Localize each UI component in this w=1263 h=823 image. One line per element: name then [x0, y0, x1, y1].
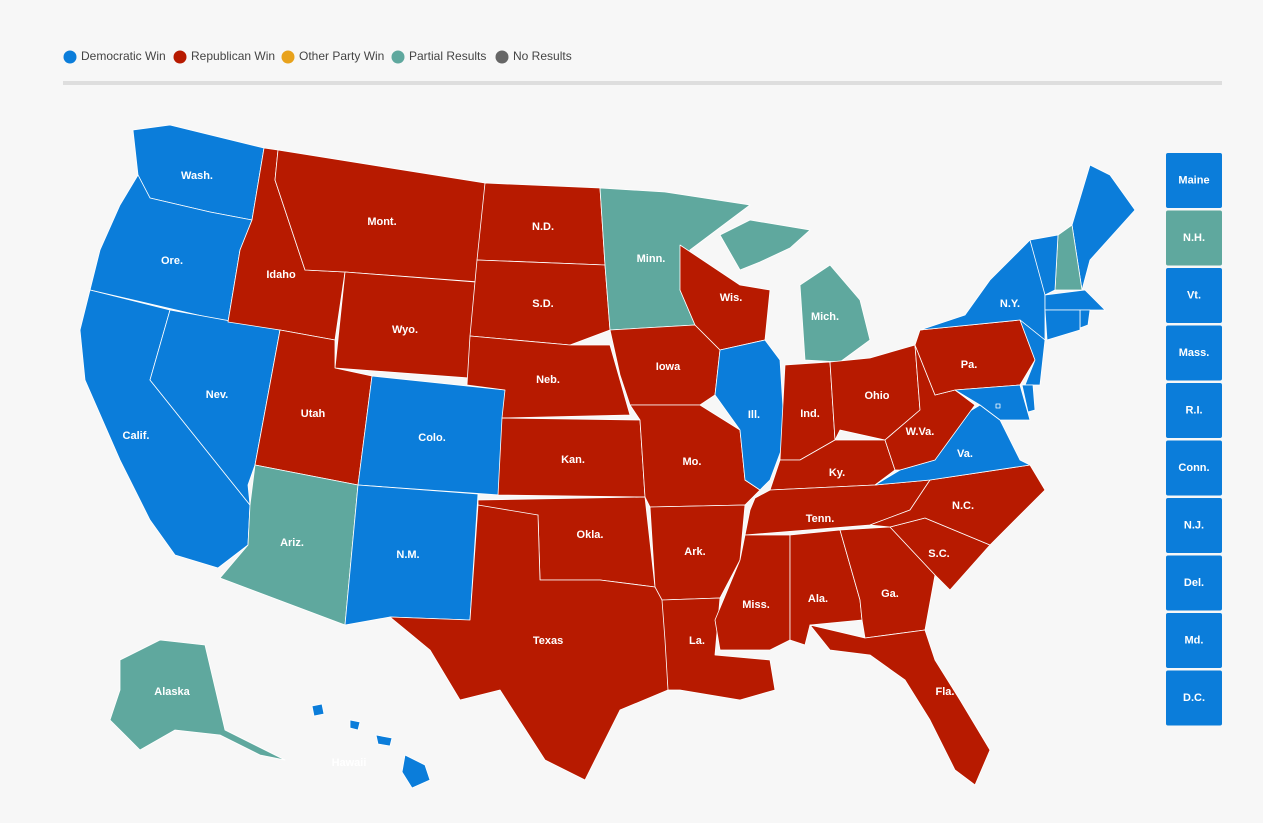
state-label: Okla. — [577, 529, 604, 541]
state-label: Wyo. — [392, 324, 418, 336]
state-label: Fla. — [936, 686, 955, 698]
state-button[interactable] — [1166, 210, 1222, 266]
divider — [63, 81, 1222, 85]
legend-label: Republican Win — [191, 49, 275, 63]
state-label: Neb. — [536, 374, 560, 386]
state-label: N.D. — [532, 221, 554, 233]
legend-swatch — [173, 50, 187, 64]
state-button[interactable] — [1166, 383, 1222, 438]
state-button[interactable] — [1166, 670, 1222, 726]
state-shape[interactable] — [799, 264, 871, 363]
state-label: La. — [689, 635, 705, 647]
state-label: Mich. — [811, 311, 839, 323]
state-button[interactable] — [1166, 268, 1222, 323]
state-button[interactable] — [1166, 498, 1222, 553]
state-shape[interactable] — [954, 384, 1031, 421]
state-button-label: Conn. — [1178, 462, 1209, 474]
state-label: Pa. — [961, 359, 978, 371]
state-button[interactable] — [1166, 555, 1222, 611]
state-label: S.D. — [532, 298, 553, 310]
state-shape[interactable] — [389, 504, 669, 781]
state-button-label: Mass. — [1179, 347, 1210, 359]
state-label: Miss. — [742, 599, 770, 611]
state-label: Ariz. — [280, 537, 304, 549]
state-label: Tenn. — [806, 513, 835, 525]
state-label: Ind. — [800, 408, 820, 420]
state-label: Wash. — [181, 170, 213, 182]
state-label: N.Y. — [1000, 298, 1020, 310]
state-shape[interactable] — [1071, 164, 1136, 291]
legend-swatch — [495, 50, 509, 64]
state-button[interactable] — [1166, 325, 1222, 381]
state-button-label: D.C. — [1183, 692, 1205, 704]
state-shape[interactable] — [401, 754, 431, 789]
state-shape[interactable] — [719, 219, 811, 271]
state-label: Kan. — [561, 454, 585, 466]
legend-swatch — [63, 50, 77, 64]
state-shape[interactable] — [109, 639, 286, 761]
state-label: Utah — [301, 408, 326, 420]
state-button-label: N.H. — [1183, 232, 1205, 244]
state-shape[interactable] — [469, 259, 611, 346]
state-shape[interactable] — [1044, 289, 1106, 311]
state-label: Ark. — [684, 546, 705, 558]
legend-label: Other Party Win — [299, 49, 384, 63]
state-label: Va. — [957, 448, 973, 460]
state-button[interactable] — [1166, 440, 1222, 496]
state-shape[interactable] — [714, 339, 786, 491]
state-button-label: Del. — [1184, 577, 1204, 589]
state-label: Alaska — [154, 686, 190, 698]
state-shape[interactable] — [375, 734, 393, 747]
state-label: Idaho — [266, 269, 296, 281]
legend-label: No Results — [513, 49, 572, 63]
legend-swatch — [391, 50, 405, 64]
legend-label: Democratic Win — [81, 49, 166, 63]
state-label: Ga. — [881, 588, 899, 600]
state-label: Mo. — [683, 456, 702, 468]
state-shape[interactable] — [995, 403, 1001, 409]
state-label: W.Va. — [906, 426, 935, 438]
state-label: Ohio — [864, 390, 889, 402]
state-label: N.M. — [396, 549, 419, 561]
state-label: Ky. — [829, 467, 845, 479]
state-button-label: Vt. — [1187, 289, 1201, 301]
state-shape[interactable] — [1044, 309, 1081, 341]
state-shape[interactable] — [1029, 234, 1059, 296]
state-button-label: Md. — [1185, 634, 1204, 646]
state-shape[interactable] — [466, 335, 631, 419]
state-shape[interactable] — [914, 319, 1036, 396]
state-shape[interactable] — [311, 703, 325, 717]
legend-label: Partial Results — [409, 49, 486, 63]
state-button-label: Maine — [1178, 174, 1209, 186]
state-label: S.C. — [928, 548, 949, 560]
state-button[interactable] — [1166, 153, 1222, 208]
legend-swatch — [281, 50, 295, 64]
state-shape[interactable] — [629, 404, 761, 508]
state-label: Ala. — [808, 593, 828, 605]
state-label: Wis. — [720, 292, 743, 304]
state-shape[interactable] — [1079, 309, 1091, 329]
state-button-label: N.J. — [1184, 519, 1204, 531]
state-label: Texas — [533, 635, 563, 647]
state-button[interactable] — [1166, 613, 1222, 668]
state-label: N.C. — [952, 500, 974, 512]
state-label: Ill. — [748, 409, 760, 421]
state-label: Hawaii — [332, 757, 367, 769]
state-label: Colo. — [418, 432, 446, 444]
state-label: Ore. — [161, 255, 183, 267]
state-shape[interactable] — [349, 719, 361, 731]
state-label: Calif. — [123, 430, 150, 442]
state-label: Iowa — [656, 361, 681, 373]
state-label: Minn. — [637, 253, 666, 265]
state-shape[interactable] — [809, 624, 991, 786]
state-button-label: R.I. — [1185, 404, 1202, 416]
state-label: Nev. — [206, 389, 228, 401]
state-label: Mont. — [367, 216, 396, 228]
state-shape[interactable] — [1021, 384, 1036, 413]
